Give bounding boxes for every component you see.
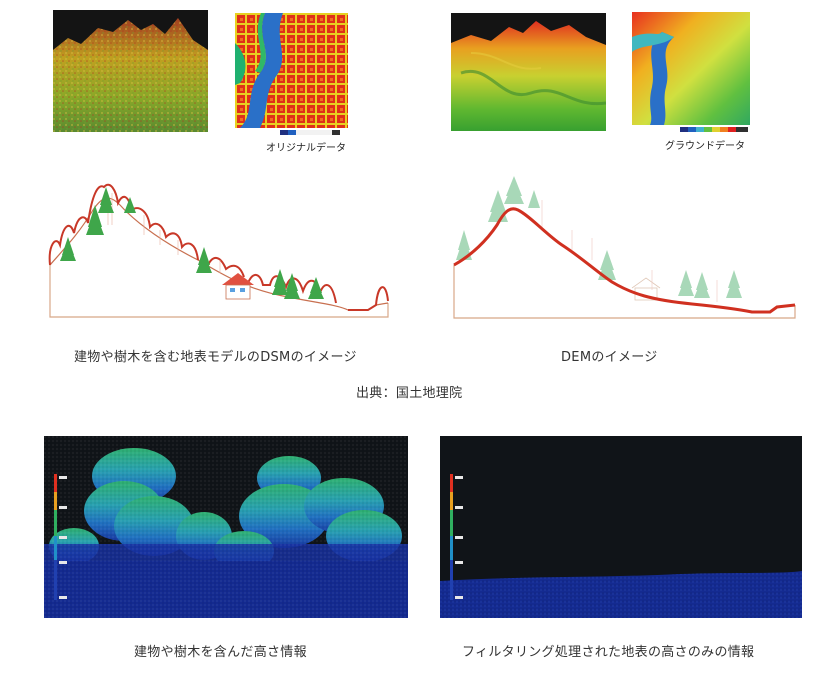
pointcloud-ground-only-image [440,436,802,618]
dsm-diagram [48,165,390,325]
dsm-forest-3d-image [53,10,208,132]
source-credit: 出典：国土地理院 [356,386,463,401]
original-data-color-legend [280,130,348,135]
ground-data-label: グラウンドデータ [665,141,745,152]
elevation-scale-bar [54,474,67,600]
dem-terrain-3d-image [451,13,606,131]
dem-diagram [452,160,797,322]
pointcloud-with-trees-image [44,436,408,618]
elevation-scale-bar-ground [450,474,463,600]
ground-data-image [632,12,750,125]
bottom-right-caption: フィルタリング処理された地表の高さのみの情報 [462,645,755,660]
dsm-caption: 建物や樹木を含む地表モデルのDSMのイメージ [74,350,357,365]
original-data-label: オリジナルデータ [266,143,346,154]
original-data-city-image [235,13,348,128]
house-icon [222,273,254,300]
bottom-left-caption: 建物や樹木を含んだ高さ情報 [134,645,307,660]
ground-data-color-legend [680,127,748,132]
dem-caption: DEMのイメージ [561,350,658,365]
